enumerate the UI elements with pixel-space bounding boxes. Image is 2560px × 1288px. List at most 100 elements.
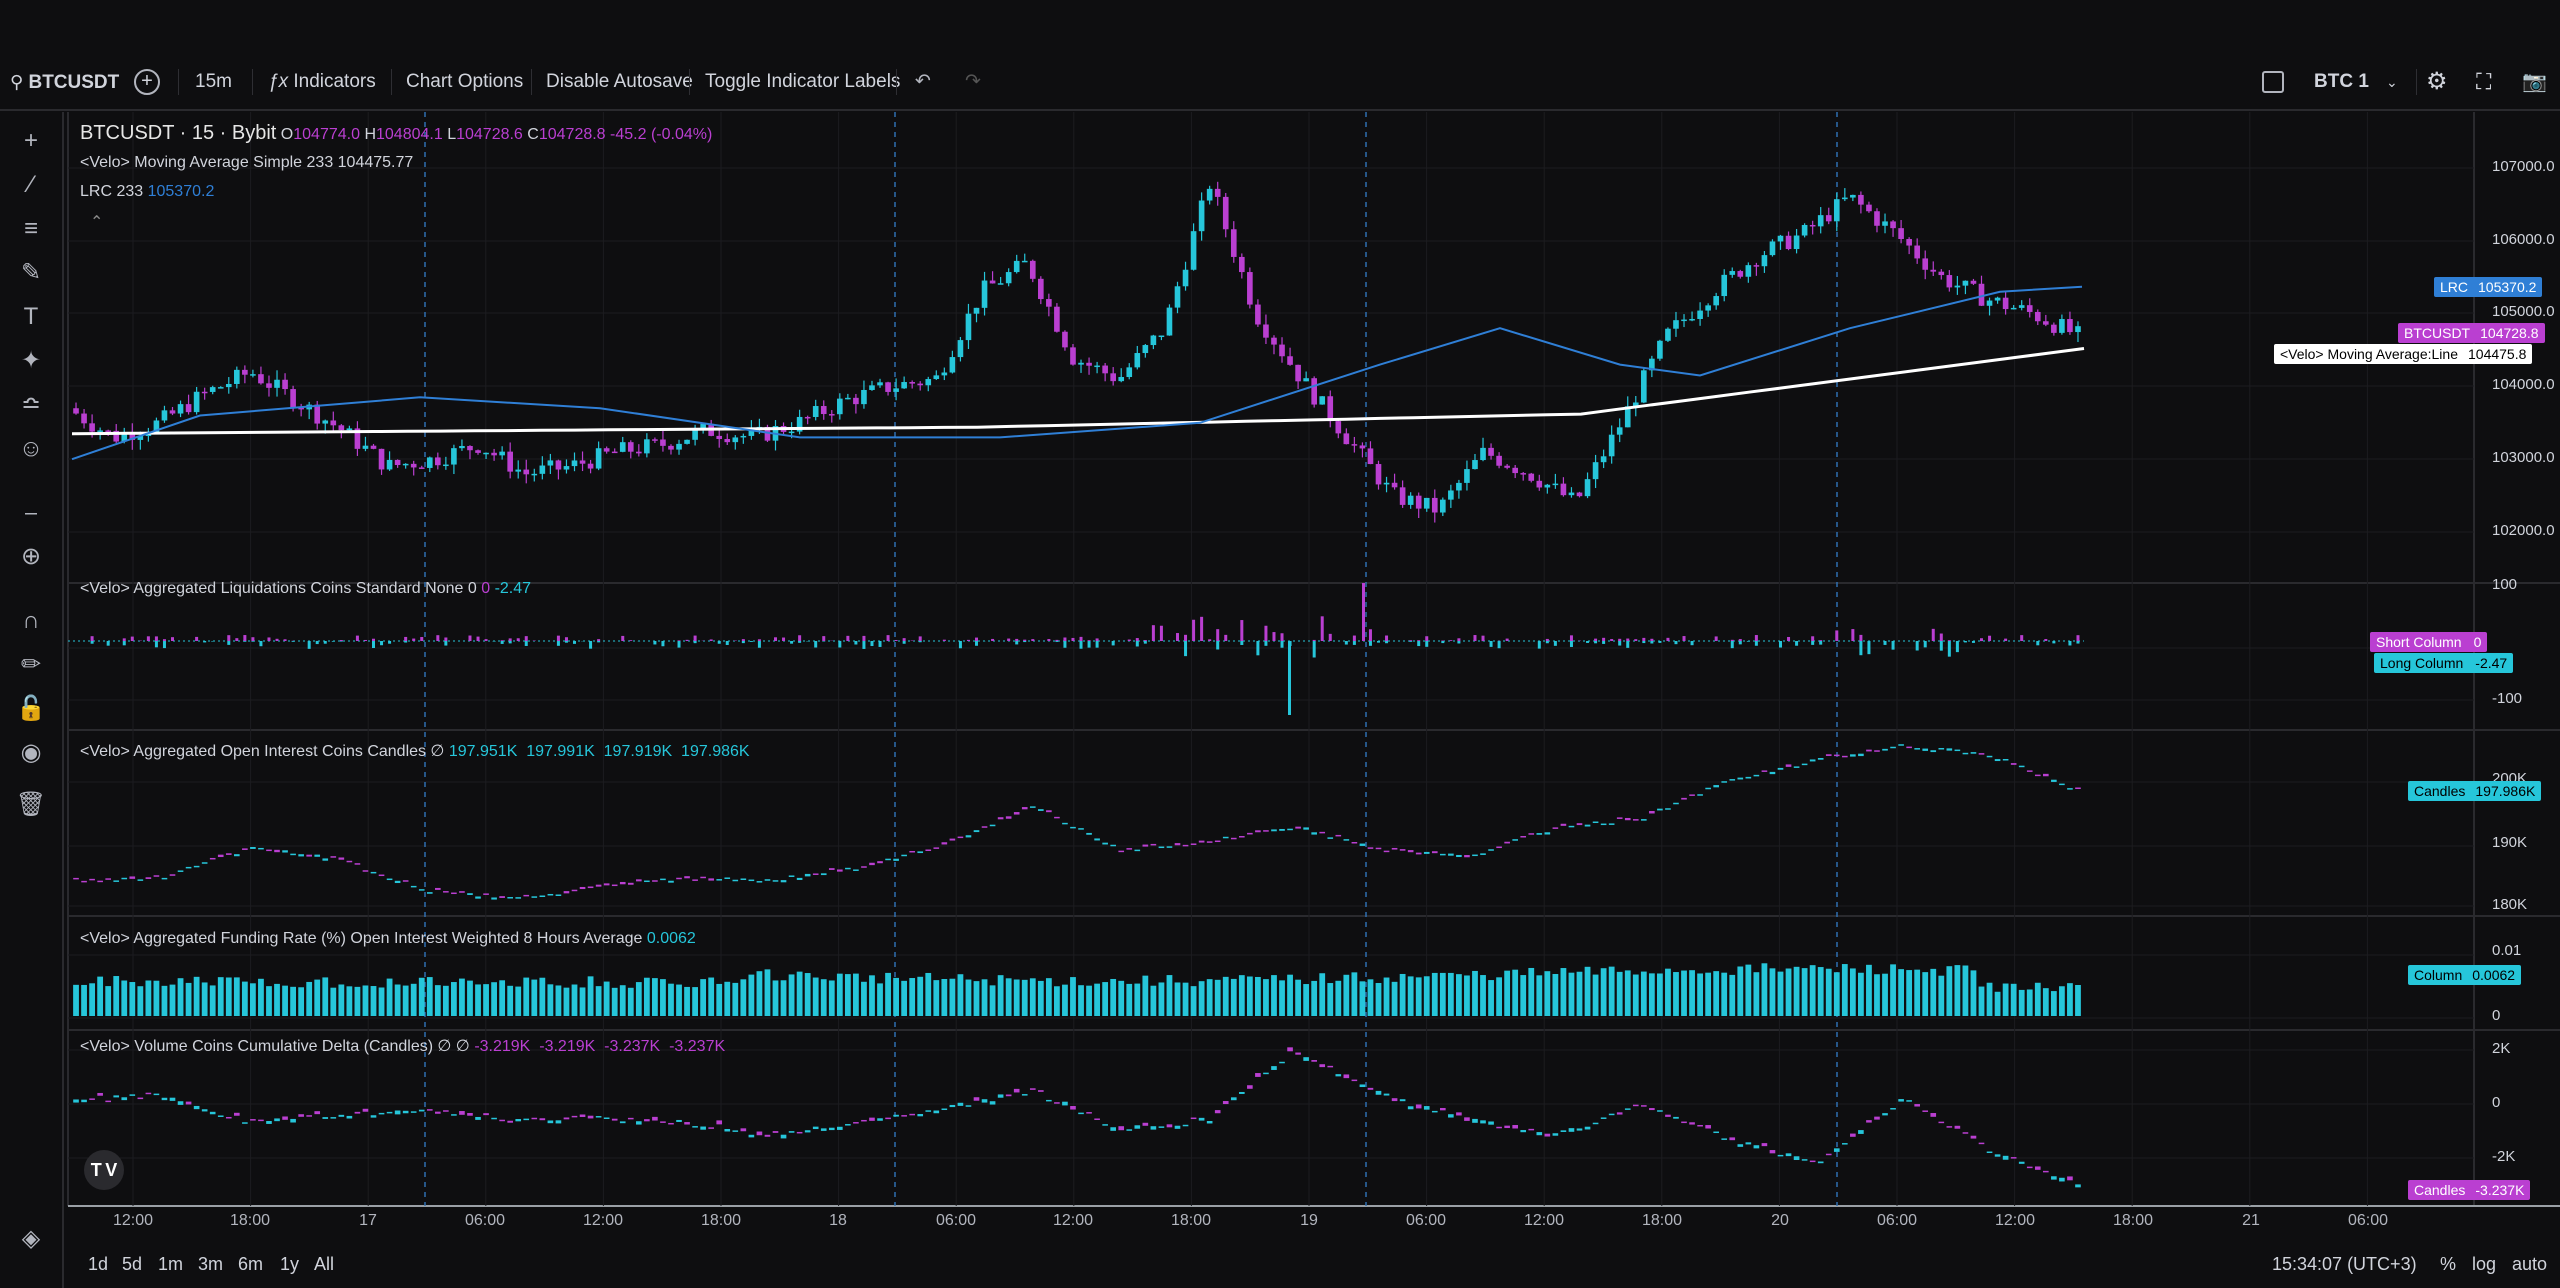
cvd-candle [1504,1125,1510,1129]
pattern-icon[interactable]: ✦ [20,347,42,374]
candle-body [676,443,682,450]
liq-short-bar [1127,639,1131,641]
liq-short-bar [709,639,713,641]
liq-long-bar [1385,641,1389,644]
funding-column [1520,975,1527,1016]
oi-candle [587,886,594,889]
candle-body [1914,245,1920,259]
range-1y[interactable]: 1y [280,1254,300,1274]
funding-column [322,977,329,1016]
toggle-indicator-labels-button[interactable]: Toggle Indicator Labels [705,71,901,92]
lrc-legend[interactable]: LRC 233 105370.2 [80,183,214,201]
symbol-search[interactable]: ⚲ BTCUSDT [10,55,119,109]
liq-long-bar [307,641,311,649]
cvd-legend[interactable]: <Velo> Volume Coins Cumulative Delta (Ca… [80,1036,725,1056]
zoom-icon[interactable]: ⊕ [20,543,42,570]
log-scale-toggle[interactable]: log [2472,1254,2497,1274]
disable-autosave-button[interactable]: Disable Autosave [546,71,693,92]
candle-body [1062,331,1068,348]
percent-scale-toggle[interactable]: % [2440,1254,2457,1274]
lock-drawings-icon[interactable]: ✏ [20,651,42,678]
cvd-candle [1858,1130,1864,1134]
gear-icon[interactable]: ⚙ [2426,68,2448,95]
oi-candle [1448,853,1454,856]
range-6m[interactable]: 6m [238,1254,264,1274]
liq-long-bar [1288,641,1292,646]
layout-name[interactable]: BTC 1 [2314,71,2369,92]
range-all[interactable]: All [314,1254,335,1274]
liq-short-bar [677,640,681,641]
layers-icon[interactable]: ◈ [21,1225,41,1252]
open-value: 104774.0 [293,126,360,143]
liq-legend[interactable]: <Velo> Aggregated Liquidations Coins Sta… [80,580,531,598]
funding-column [1255,976,1261,1016]
trendline-icon[interactable]: ∕ [28,171,33,198]
range-1d[interactable]: 1d [88,1254,109,1274]
collapse-legend-icon[interactable]: ⌃ [90,214,104,231]
range-5d[interactable]: 5d [122,1254,143,1274]
add-symbol-button[interactable]: + [134,55,160,109]
cvd-candle [1399,1099,1406,1102]
oi-candle [957,836,964,839]
range-3m[interactable]: 3m [198,1254,224,1274]
main-title: BTCUSDT · 15 · Bybit [80,122,277,144]
brush-icon[interactable]: ✎ [20,259,42,286]
funding-column [378,987,385,1016]
liq-title: <Velo> Aggregated Liquidations Coins Sta… [80,580,477,597]
liq-short-bar [162,639,166,641]
funding-column [1142,975,1149,1016]
lock-icon[interactable]: 🔓 [16,695,46,722]
magnet-icon[interactable]: ∩ [22,607,40,634]
tradingview-logo[interactable]: T V [84,1150,124,1190]
range-1m[interactable]: 1m [158,1254,184,1274]
cvd-candle [169,1097,176,1101]
redo-icon[interactable]: ↷ [965,71,981,92]
oi-candle [2026,770,2033,772]
indicators-button[interactable]: ƒx Indicators [268,55,376,109]
interval-button[interactable]: 15m [195,71,232,92]
fullscreen-icon[interactable]: ⛶ [2476,69,2492,94]
cvd-candle [1705,1125,1711,1129]
auto-scale-toggle[interactable]: auto [2512,1254,2548,1274]
funding-column [1311,980,1318,1016]
layout-icon[interactable] [2262,55,2284,109]
trash-icon[interactable]: 🗑 [15,791,47,818]
chevron-down-icon[interactable]: ⌄ [2386,74,2398,90]
forecast-icon[interactable]: ≏ [20,391,42,418]
funding-column [1351,972,1358,1016]
liq-short-bar [629,640,633,641]
funding-column [965,979,972,1016]
time-tick: 18:00 [1170,1212,1212,1229]
fr-legend[interactable]: <Velo> Aggregated Funding Rate (%) Open … [80,930,696,948]
funding-column [1415,977,1422,1016]
candle-body [1029,260,1036,279]
clock[interactable]: 15:34:07 (UTC+3) [2272,1254,2417,1274]
liq-short-bar [975,637,978,641]
camera-icon[interactable]: 📷 [2522,71,2547,93]
liq-long-bar [1569,641,1573,647]
candle-body [668,445,674,450]
fr-value: 0.0062 [646,930,696,947]
fib-icon[interactable]: ≡ [23,215,38,242]
ma-legend[interactable]: <Velo> Moving Average Simple 233 104475.… [80,154,414,171]
oi-legend[interactable]: <Velo> Aggregated Open Interest Coins Ca… [80,741,750,761]
chart-options-button[interactable]: Chart Options [406,71,524,92]
cvd-candle [1922,1110,1929,1112]
liq-long-bar [122,641,126,646]
ruler-icon[interactable]: ⎯ [25,499,37,526]
funding-column [941,978,948,1016]
candle-body [861,389,867,405]
liq-long-bar [1883,641,1887,645]
undo-icon[interactable]: ↶ [915,71,931,92]
oi-candle [1488,849,1494,851]
text-icon[interactable]: T [23,303,39,330]
funding-column [2034,982,2041,1016]
crosshair-icon[interactable]: + [23,127,38,154]
liq-short-bar [227,635,231,641]
liq-short-bar [1473,635,1477,641]
eye-icon[interactable]: ◉ [20,739,42,766]
funding-column [121,980,128,1016]
emoji-icon[interactable]: ☺ [18,435,44,462]
oi-candle [1898,744,1904,746]
